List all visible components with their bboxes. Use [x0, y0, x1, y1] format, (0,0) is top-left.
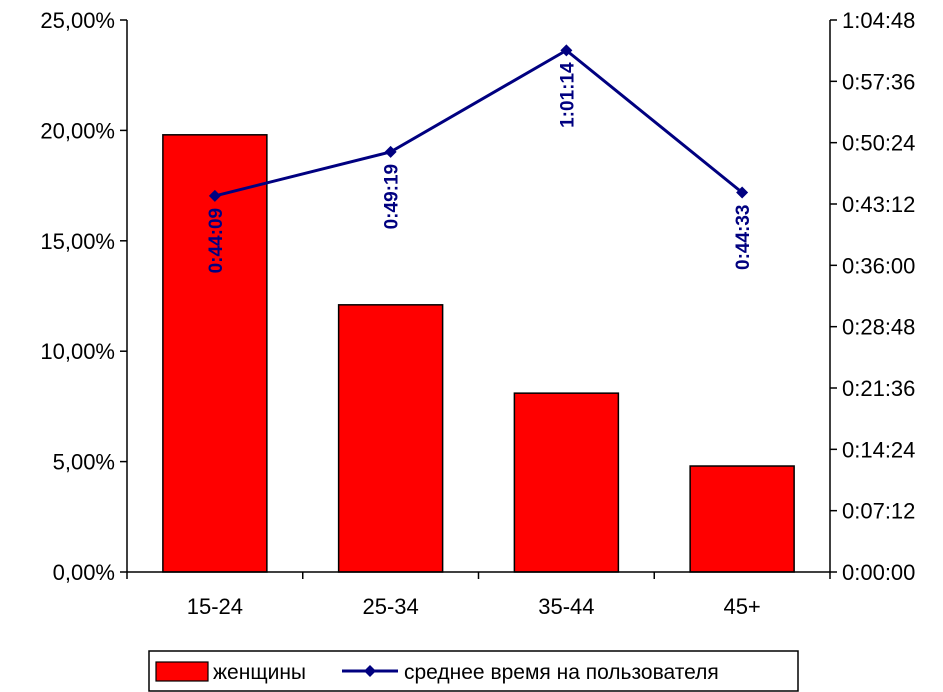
line-marker — [736, 186, 749, 199]
line-series: 0:44:09 0:49:19 1:01:14 0:44:33 — [206, 44, 754, 273]
y-right-tick-label: 0:43:12 — [842, 192, 915, 217]
line-data-label: 0:44:09 — [206, 208, 227, 274]
y-left-tick-label: 0,00% — [53, 560, 115, 585]
y-right-tick-label: 0:14:24 — [842, 437, 915, 462]
y-right-tick-label: 1:04:48 — [842, 8, 915, 33]
bar-45+ — [689, 465, 795, 573]
line-marker — [560, 44, 573, 57]
y-left-tick-label: 10,00% — [40, 339, 115, 364]
line-path — [214, 48, 744, 198]
y-left-tick-label: 15,00% — [40, 229, 115, 254]
line-data-label: 0:49:19 — [382, 164, 403, 230]
y-right-tick-label: 0:36:00 — [842, 253, 915, 278]
bar-series — [162, 134, 795, 573]
y-right-tick-label: 0:00:00 — [842, 560, 915, 585]
x-tick-label: 45+ — [723, 594, 760, 619]
legend-box — [148, 650, 799, 692]
line-data-label: 1:01:14 — [557, 62, 578, 128]
line-marker — [208, 189, 221, 202]
legend: женщины среднее время на пользователя — [148, 650, 799, 692]
y-right-tick-label: 0:28:48 — [842, 315, 915, 340]
legend-marker — [364, 665, 376, 677]
y-right-tick-label: 0:57:36 — [842, 69, 915, 94]
y-left-tick-label: 5,00% — [53, 450, 115, 475]
y-right-tick-label: 0:50:24 — [842, 131, 915, 156]
legend-swatch-bar — [155, 661, 209, 682]
bar-15-24 — [162, 134, 268, 573]
bar-35-44 — [513, 392, 620, 573]
y-left-tick-label: 20,00% — [40, 118, 115, 143]
x-tick-label: 35-44 — [538, 594, 594, 619]
y-right-tick-label: 0:21:36 — [842, 376, 915, 401]
bar-25-34 — [337, 304, 444, 573]
y-left-tick-label: 25,00% — [40, 8, 115, 33]
x-tick-label: 25-34 — [362, 594, 418, 619]
legend-label-bar: женщины — [213, 661, 306, 684]
legend-label-line: среднее время на пользователя — [404, 661, 719, 684]
y-right-tick-label: 0:07:12 — [842, 499, 915, 524]
line-marker — [384, 145, 397, 158]
x-tick-label: 15-24 — [187, 594, 243, 619]
line-data-label: 0:44:33 — [733, 205, 754, 271]
axes: 0,00% 5,00% 10,00% 15,00% 20,00% 25,00% 0:00:0… — [40, 8, 915, 619]
